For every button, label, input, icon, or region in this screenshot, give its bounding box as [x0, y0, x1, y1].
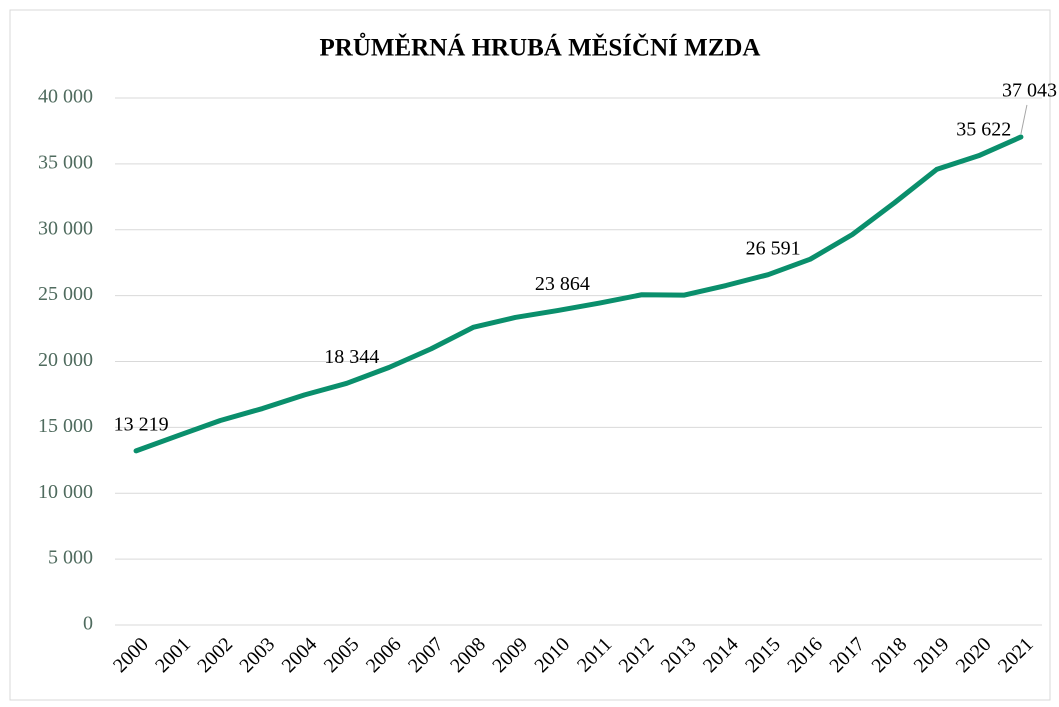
y-tick-label: 25 000	[38, 283, 93, 305]
y-tick-label: 40 000	[38, 86, 93, 108]
y-tick-label: 5 000	[48, 547, 93, 569]
leader-line	[1020, 104, 1028, 135]
y-tick-label: 0	[83, 613, 93, 635]
y-tick-label: 30 000	[38, 217, 93, 239]
data-label: 23 864	[535, 273, 590, 295]
chart-border	[9, 9, 1051, 701]
data-label: 35 622	[956, 118, 1011, 140]
data-label: 18 344	[324, 346, 379, 368]
chart-title: PRŮMĚRNÁ HRUBÁ MĚSÍČNÍ MZDA	[320, 32, 761, 62]
y-tick-label: 15 000	[38, 415, 93, 437]
data-label: 26 591	[746, 237, 801, 259]
line	[133, 134, 1024, 454]
data-label: 13 219	[114, 413, 169, 435]
y-tick-label: 20 000	[38, 349, 93, 371]
y-tick-label: 10 000	[38, 481, 93, 503]
y-tick-label: 35 000	[38, 151, 93, 173]
data-label: 37 043	[1002, 80, 1057, 102]
